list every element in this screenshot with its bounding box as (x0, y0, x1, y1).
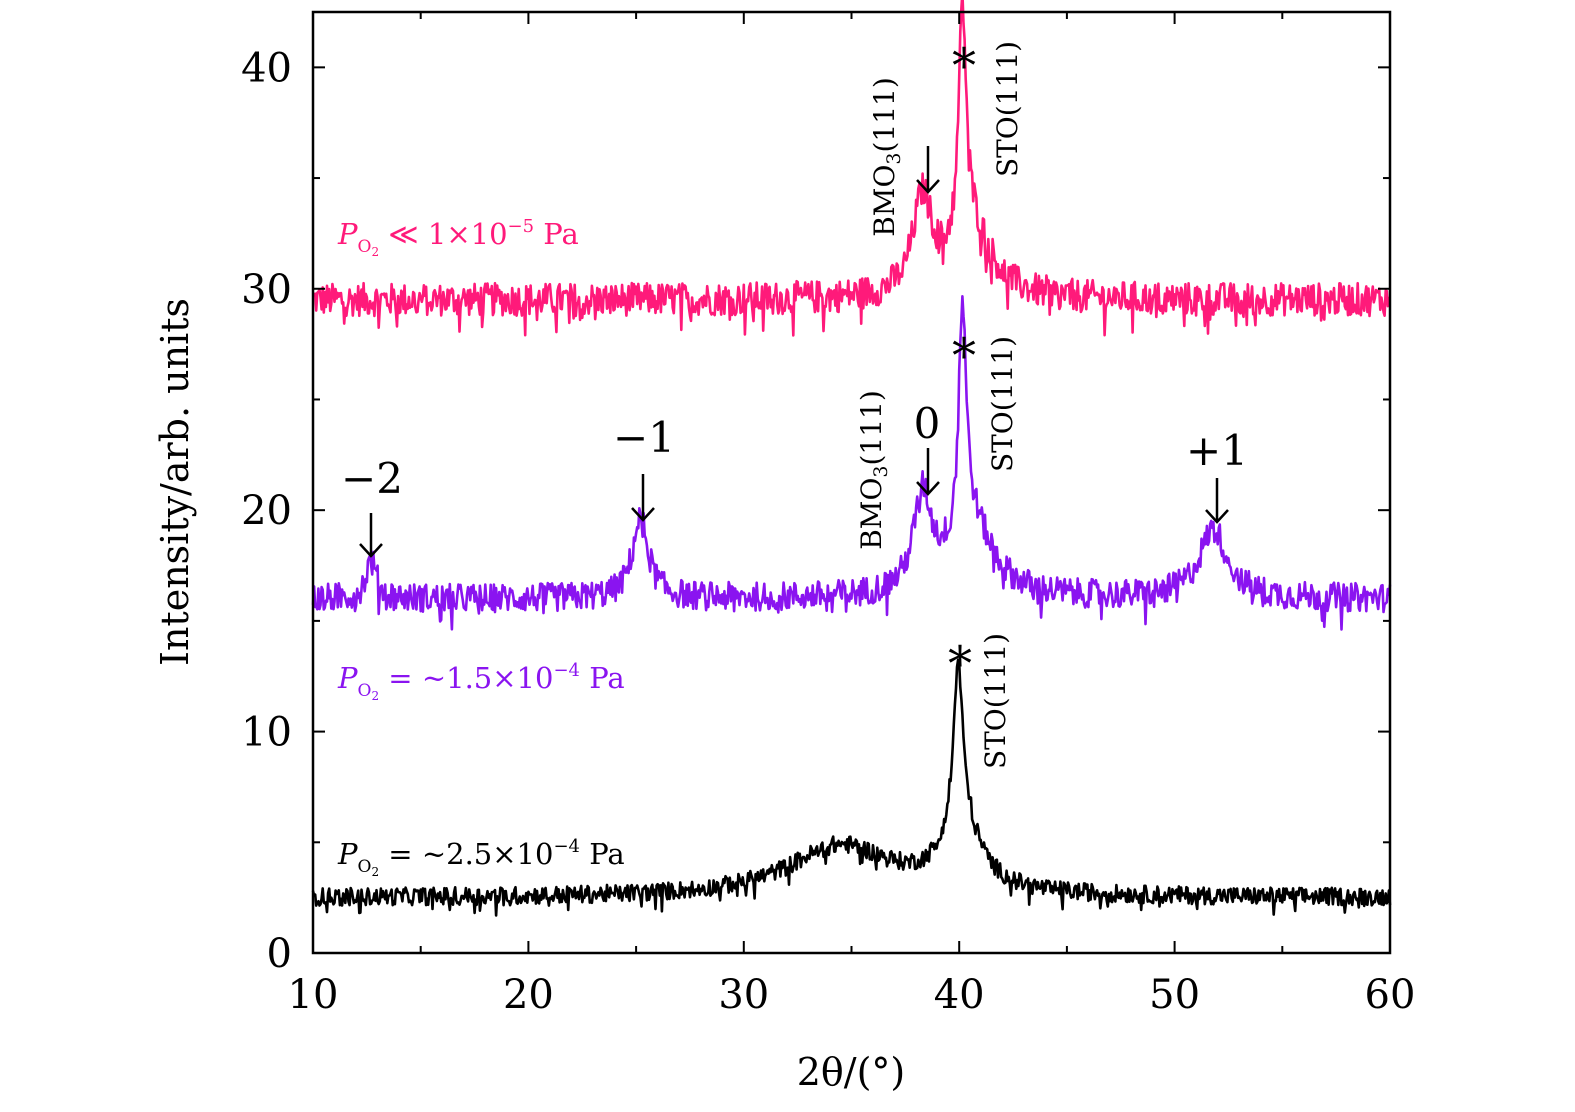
bmo-label-top: BMO3(111) (868, 77, 905, 237)
y-tick-label: 0 (267, 931, 292, 977)
arrow-head (631, 507, 655, 522)
x-tick-label: 60 (1365, 972, 1416, 1018)
y-tick-label: 40 (241, 45, 292, 91)
x-tick-label: 10 (288, 972, 339, 1018)
series-line-3 (311, 658, 1392, 917)
series-line-1 (312, 0, 1391, 337)
x-tick-label: 40 (934, 972, 985, 1018)
sto-label-top: STO(111) (991, 41, 1024, 177)
series-labels: PO2 ≪ 1×10−5 Pa PO2 = ~1.5×10−4 Pa PO2 = ~… (337, 216, 625, 879)
peak-annotations: *BMO3(111) STO(111)*BMO3(111) STO(111)−2−1… (341, 38, 1248, 769)
x-tick-label: 50 (1149, 972, 1200, 1018)
arrow-head (916, 179, 940, 194)
x-tick-label: 30 (718, 972, 769, 1018)
order-label: −2 (341, 454, 403, 503)
peak-star-marker: * (952, 328, 976, 384)
y-tick-label: 10 (241, 710, 292, 756)
arrow-head (916, 481, 940, 496)
axes-frame (311, 10, 1392, 955)
plot-frame (311, 10, 1392, 955)
series-line-2 (311, 295, 1392, 631)
peak-star-marker: * (948, 636, 972, 692)
arrow-head (1205, 509, 1229, 524)
axis-ticks (312, 12, 1391, 954)
peak-star-marker: * (952, 38, 976, 94)
series-label-2: PO2 = ~1.5×10−4 Pa (337, 660, 625, 703)
sto-label-bottom: STO(111) (979, 633, 1012, 769)
series-layer (311, 0, 1392, 917)
y-tick-label: 30 (241, 267, 292, 313)
y-tick-label: 20 (241, 488, 292, 534)
x-tick-label: 20 (503, 972, 554, 1018)
series-label-1: PO2 ≪ 1×10−5 Pa (337, 216, 579, 259)
bmo-label-middle: BMO3(111) (855, 390, 892, 550)
x-axis-title: 2θ/(°) (797, 1050, 906, 1094)
order-label: +1 (1186, 426, 1248, 475)
series-label-3: PO2 = ~2.5×10−4 Pa (337, 836, 625, 879)
sto-label-middle: STO(111) (986, 336, 1019, 472)
order-label: 0 (914, 399, 941, 448)
order-label: −1 (613, 413, 675, 462)
y-axis-title: Intensity/arb. units (153, 298, 197, 666)
arrow-head (359, 543, 383, 558)
